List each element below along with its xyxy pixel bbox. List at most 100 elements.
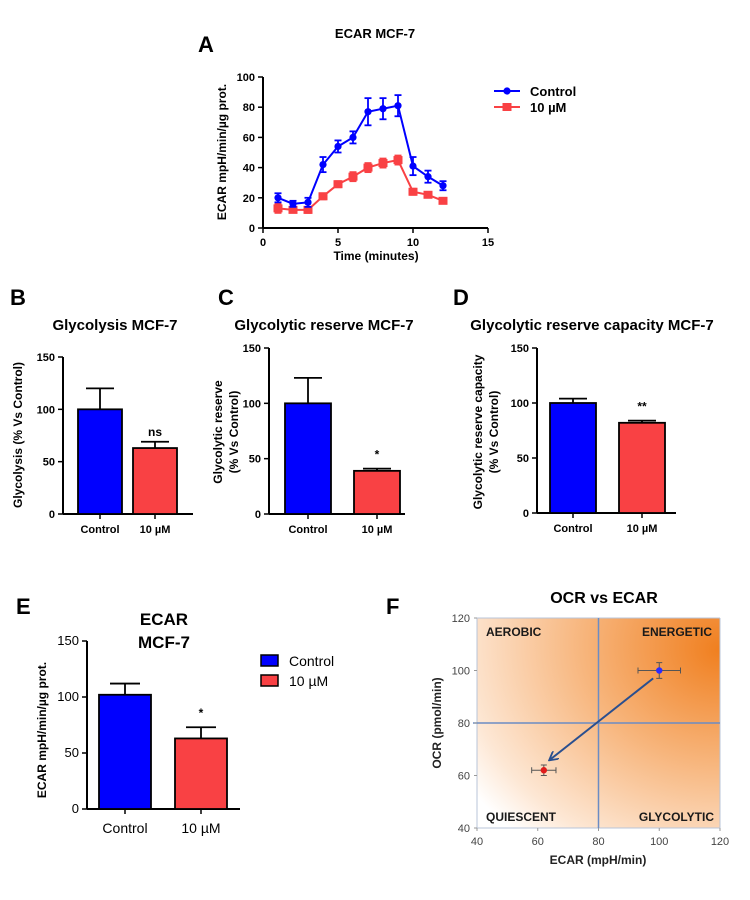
chart-a-point-treated: [438, 196, 448, 205]
chart-a-point-treated: [303, 205, 313, 214]
chart-c-bar-control: [284, 402, 332, 515]
chart-c-y-tick-label: 0: [255, 509, 261, 521]
chart-a-y-tick-label: 60: [243, 132, 255, 144]
chart-f-y-tick-label: 60: [458, 771, 470, 783]
chart-b-bar-treated: [132, 447, 178, 515]
chart-d-y-tick-label: 100: [511, 398, 529, 410]
chart-a-title: ECAR MCF-7: [335, 26, 415, 41]
chart-c-title: Glycolytic reserve MCF-7: [234, 317, 413, 334]
panel-letter-b: B: [10, 285, 26, 310]
chart-e-legend-swatch: [260, 654, 279, 667]
chart-c-y-tick-label: 100: [243, 398, 261, 410]
chart-d-y-tick-label: 150: [511, 343, 529, 355]
chart-e-legend-label: Control: [289, 653, 334, 669]
chart-a-point-treated: [408, 187, 418, 196]
chart-a-series-line-control: [277, 104, 444, 205]
chart-a-point-control: [439, 182, 447, 190]
chart-f-point-treated: [540, 767, 548, 774]
chart-a-point-treated: [378, 159, 388, 168]
chart-a-point-control: [394, 102, 402, 110]
chart-f-ylabel: OCR (pmol/min): [430, 677, 444, 768]
chart-b-y-tick-label: 0: [49, 509, 55, 521]
chart-f-x-tick-label: 60: [532, 836, 544, 848]
chart-b-x-tick-label: 10 µM: [140, 524, 171, 536]
chart-d-bar-treated: [618, 421, 666, 514]
chart-b-y-tick-label: 150: [37, 352, 55, 364]
chart-d-title: Glycolytic reserve capacity MCF-7: [470, 317, 713, 334]
chart-a-y-tick-label: 0: [249, 223, 255, 235]
chart-e-y-tick-label: 0: [72, 801, 79, 816]
chart-a-x-tick-label: 0: [260, 237, 266, 249]
chart-a-point-treated: [318, 192, 328, 201]
chart-f-xlabel: ECAR (mpH/min): [550, 853, 647, 867]
chart-b-ylabel: Glycolysis (% Vs Control): [11, 362, 25, 508]
chart-a-xlabel: Time (minutes): [333, 249, 418, 263]
chart-d-y-tick-label: 0: [523, 508, 529, 520]
chart-a-point-control: [289, 200, 297, 208]
chart-a-point-control: [334, 142, 342, 151]
chart-a-y-tick-label: 20: [243, 193, 255, 205]
chart-c-ylabel-line1: Glycolytic reserve: [211, 380, 225, 484]
chart-d-significance-label: **: [637, 400, 647, 414]
chart-c-bar-treated: [353, 469, 401, 515]
chart-f-quadrant-aerobic: AEROBIC: [486, 625, 542, 639]
chart-e-legend-label: 10 µM: [289, 673, 328, 689]
chart-e-y-tick-label: 100: [57, 689, 79, 704]
chart-a-legend-label: Control: [530, 84, 576, 99]
chart-f-y-tick-label: 120: [452, 613, 470, 625]
chart-d-y-tick-label: 50: [517, 453, 529, 465]
chart-a-x-tick-label: 10: [407, 237, 419, 249]
panel-letter-c: C: [218, 285, 234, 310]
chart-b-y-tick-label: 100: [37, 404, 55, 416]
chart-a-point-control: [364, 108, 372, 116]
chart-d-ylabel-line1: Glycolytic reserve capacity: [471, 354, 485, 509]
chart-a-point-treated: [363, 163, 373, 172]
panel-letter-f: F: [386, 594, 399, 619]
chart-e-bar-treated: [174, 737, 228, 810]
chart-f-y-tick-label: 100: [452, 666, 470, 678]
chart-f-y-tick-label: 40: [458, 823, 470, 835]
chart-f-point-control: [656, 667, 663, 674]
chart-f-quadrant-energetic: ENERGETIC: [642, 625, 712, 639]
chart-a-x-tick-label: 5: [335, 237, 341, 249]
chart-f-quadrant-glycolytic: GLYCOLYTIC: [639, 810, 714, 824]
chart-f-arrow: [550, 677, 654, 759]
chart-a-point-control: [409, 162, 417, 170]
chart-b-bar-control: [77, 408, 123, 515]
chart-e-y-tick-label: 50: [65, 745, 79, 760]
chart-c-significance-label: *: [375, 448, 380, 462]
chart-a-point-treated: [273, 204, 283, 213]
chart-b-y-tick-label: 50: [43, 457, 55, 469]
chart-f-x-tick-label: 100: [650, 836, 668, 848]
chart-a-point-control: [349, 133, 357, 141]
chart-d-bar-control: [549, 402, 597, 514]
chart-a-ylabel: ECAR mpH/min/µg prot.: [215, 84, 229, 220]
chart-f-x-tick-label: 40: [471, 836, 483, 848]
chart-b-significance-label: ns: [148, 425, 162, 439]
chart-e-bar-control: [98, 693, 152, 810]
chart-f-quadrant-quiescent: QUIESCENT: [486, 810, 557, 824]
chart-a-point-control: [379, 105, 387, 113]
panel-letter-e: E: [16, 594, 31, 619]
chart-e-x-tick-label: Control: [102, 820, 147, 836]
chart-a-legend-label: 10 µM: [530, 100, 566, 115]
chart-a-legend-marker-square: [502, 103, 512, 111]
chart-f-title: OCR vs ECAR: [550, 590, 658, 607]
chart-e-title-line1: ECAR: [140, 610, 188, 629]
chart-a-x-tick-label: 15: [482, 237, 494, 249]
chart-c-x-tick-label: 10 µM: [362, 524, 393, 536]
chart-c: 0 50 100 150 Control 10 µM *: [243, 343, 405, 536]
chart-e-ylabel: ECAR mpH/min/µg prot.: [35, 662, 49, 798]
chart-e-legend-swatch: [260, 674, 279, 687]
chart-d-ylabel-line2: (% Vs Control): [487, 391, 501, 474]
chart-e-x-tick-label: 10 µM: [181, 820, 220, 836]
chart-a-point-treated: [333, 180, 343, 189]
chart-a-point-control: [424, 173, 432, 181]
chart-a-y-tick-label: 100: [237, 72, 255, 84]
chart-a-legend-marker-circle: [503, 87, 511, 95]
chart-b-x-tick-label: Control: [80, 524, 119, 536]
panel-letter-d: D: [453, 285, 469, 310]
chart-a-point-treated: [423, 190, 433, 199]
